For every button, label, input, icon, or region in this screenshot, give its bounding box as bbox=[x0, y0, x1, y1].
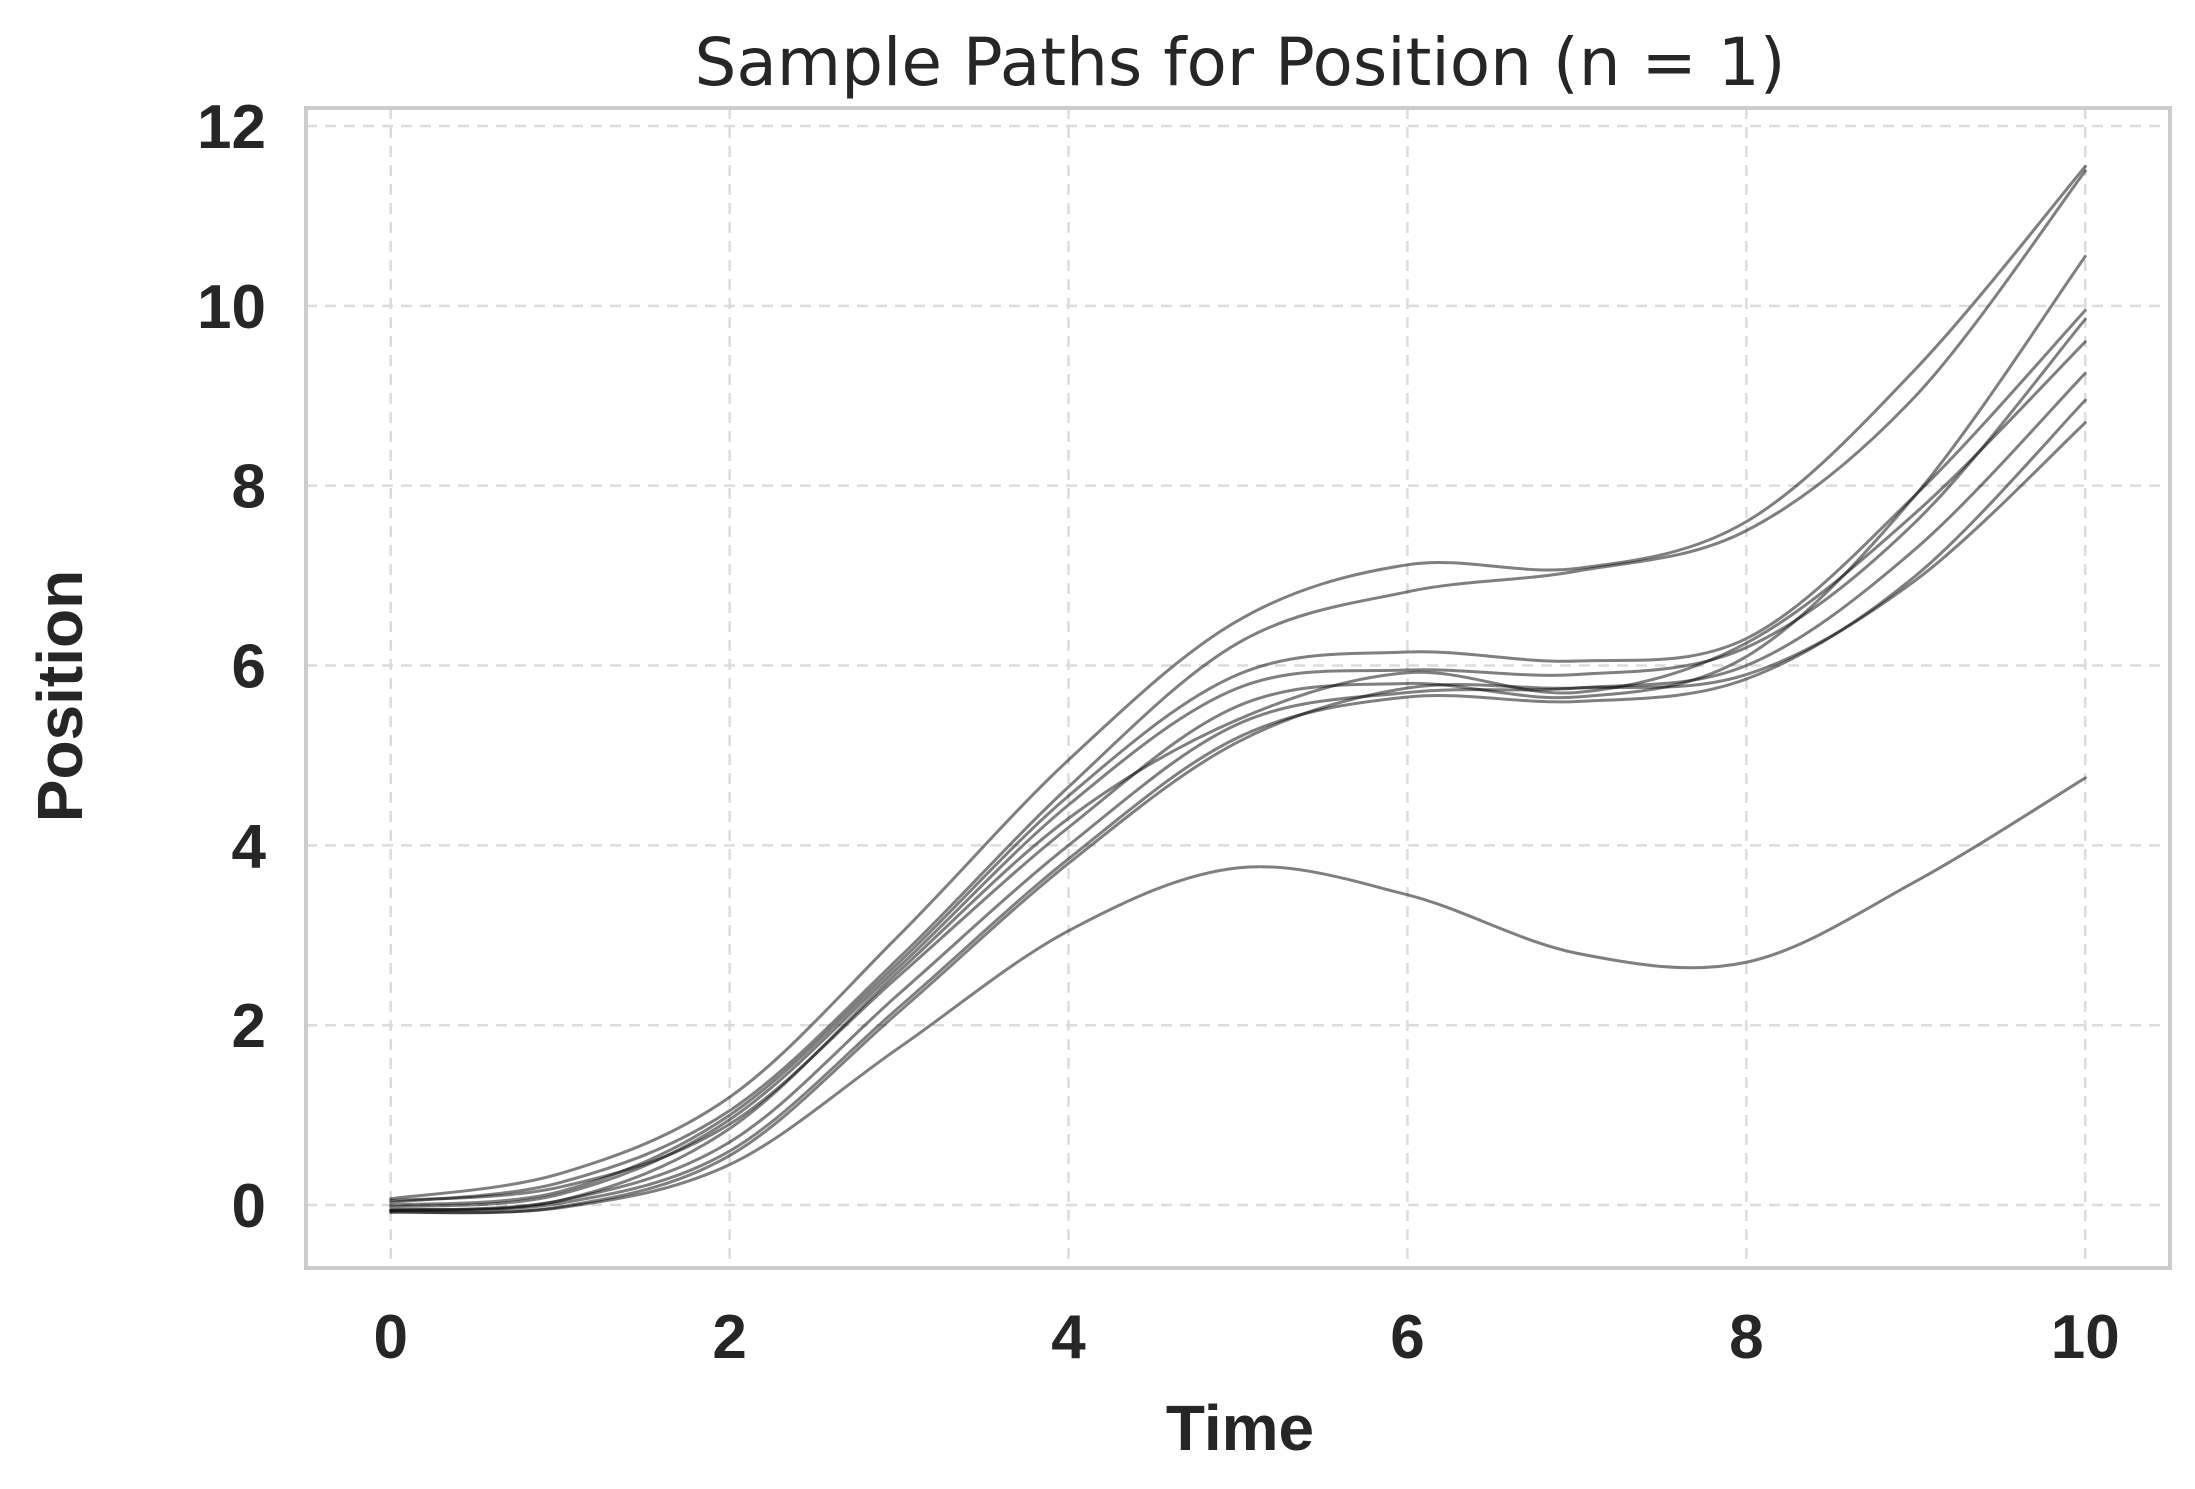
x-axis-label: Time bbox=[1166, 1392, 1314, 1464]
sample-path-4 bbox=[389, 317, 2087, 1209]
x-tick-label: 8 bbox=[1729, 1303, 1763, 1372]
sample-path-6 bbox=[389, 254, 2087, 1203]
y-tick-label: 8 bbox=[232, 453, 266, 522]
sample-path-8 bbox=[389, 398, 2087, 1212]
x-tick-label: 4 bbox=[1051, 1303, 1086, 1372]
sample-path-10 bbox=[389, 776, 2087, 1215]
sample-path-7 bbox=[389, 371, 2087, 1212]
x-tick-label: 2 bbox=[712, 1303, 746, 1372]
y-tick-label: 2 bbox=[232, 992, 266, 1061]
grid bbox=[306, 108, 2170, 1268]
sample-path-9 bbox=[389, 421, 2087, 1215]
y-tick-label: 10 bbox=[197, 273, 266, 342]
y-tick-label: 12 bbox=[197, 93, 266, 162]
series-lines bbox=[389, 164, 2087, 1215]
x-tick-label: 6 bbox=[1390, 1303, 1424, 1372]
sample-path-1 bbox=[389, 164, 2087, 1201]
x-tick-labels: 0 2 4 6 8 10 bbox=[373, 1303, 2119, 1372]
y-tick-label: 0 bbox=[232, 1172, 266, 1241]
y-tick-label: 6 bbox=[232, 633, 266, 702]
x-tick-label: 10 bbox=[2051, 1303, 2120, 1372]
y-tick-label: 4 bbox=[232, 812, 267, 881]
y-tick-labels: 0 2 4 6 8 10 12 bbox=[197, 93, 266, 1241]
y-axis-label: Position bbox=[24, 570, 96, 822]
plot-frame bbox=[304, 106, 2172, 1270]
sample-path-3 bbox=[389, 308, 2087, 1207]
sample-path-5 bbox=[389, 340, 2087, 1212]
chart-title: Sample Paths for Position (n = 1) bbox=[694, 24, 1785, 101]
sample-path-2 bbox=[389, 169, 2087, 1204]
x-tick-label: 0 bbox=[373, 1303, 407, 1372]
